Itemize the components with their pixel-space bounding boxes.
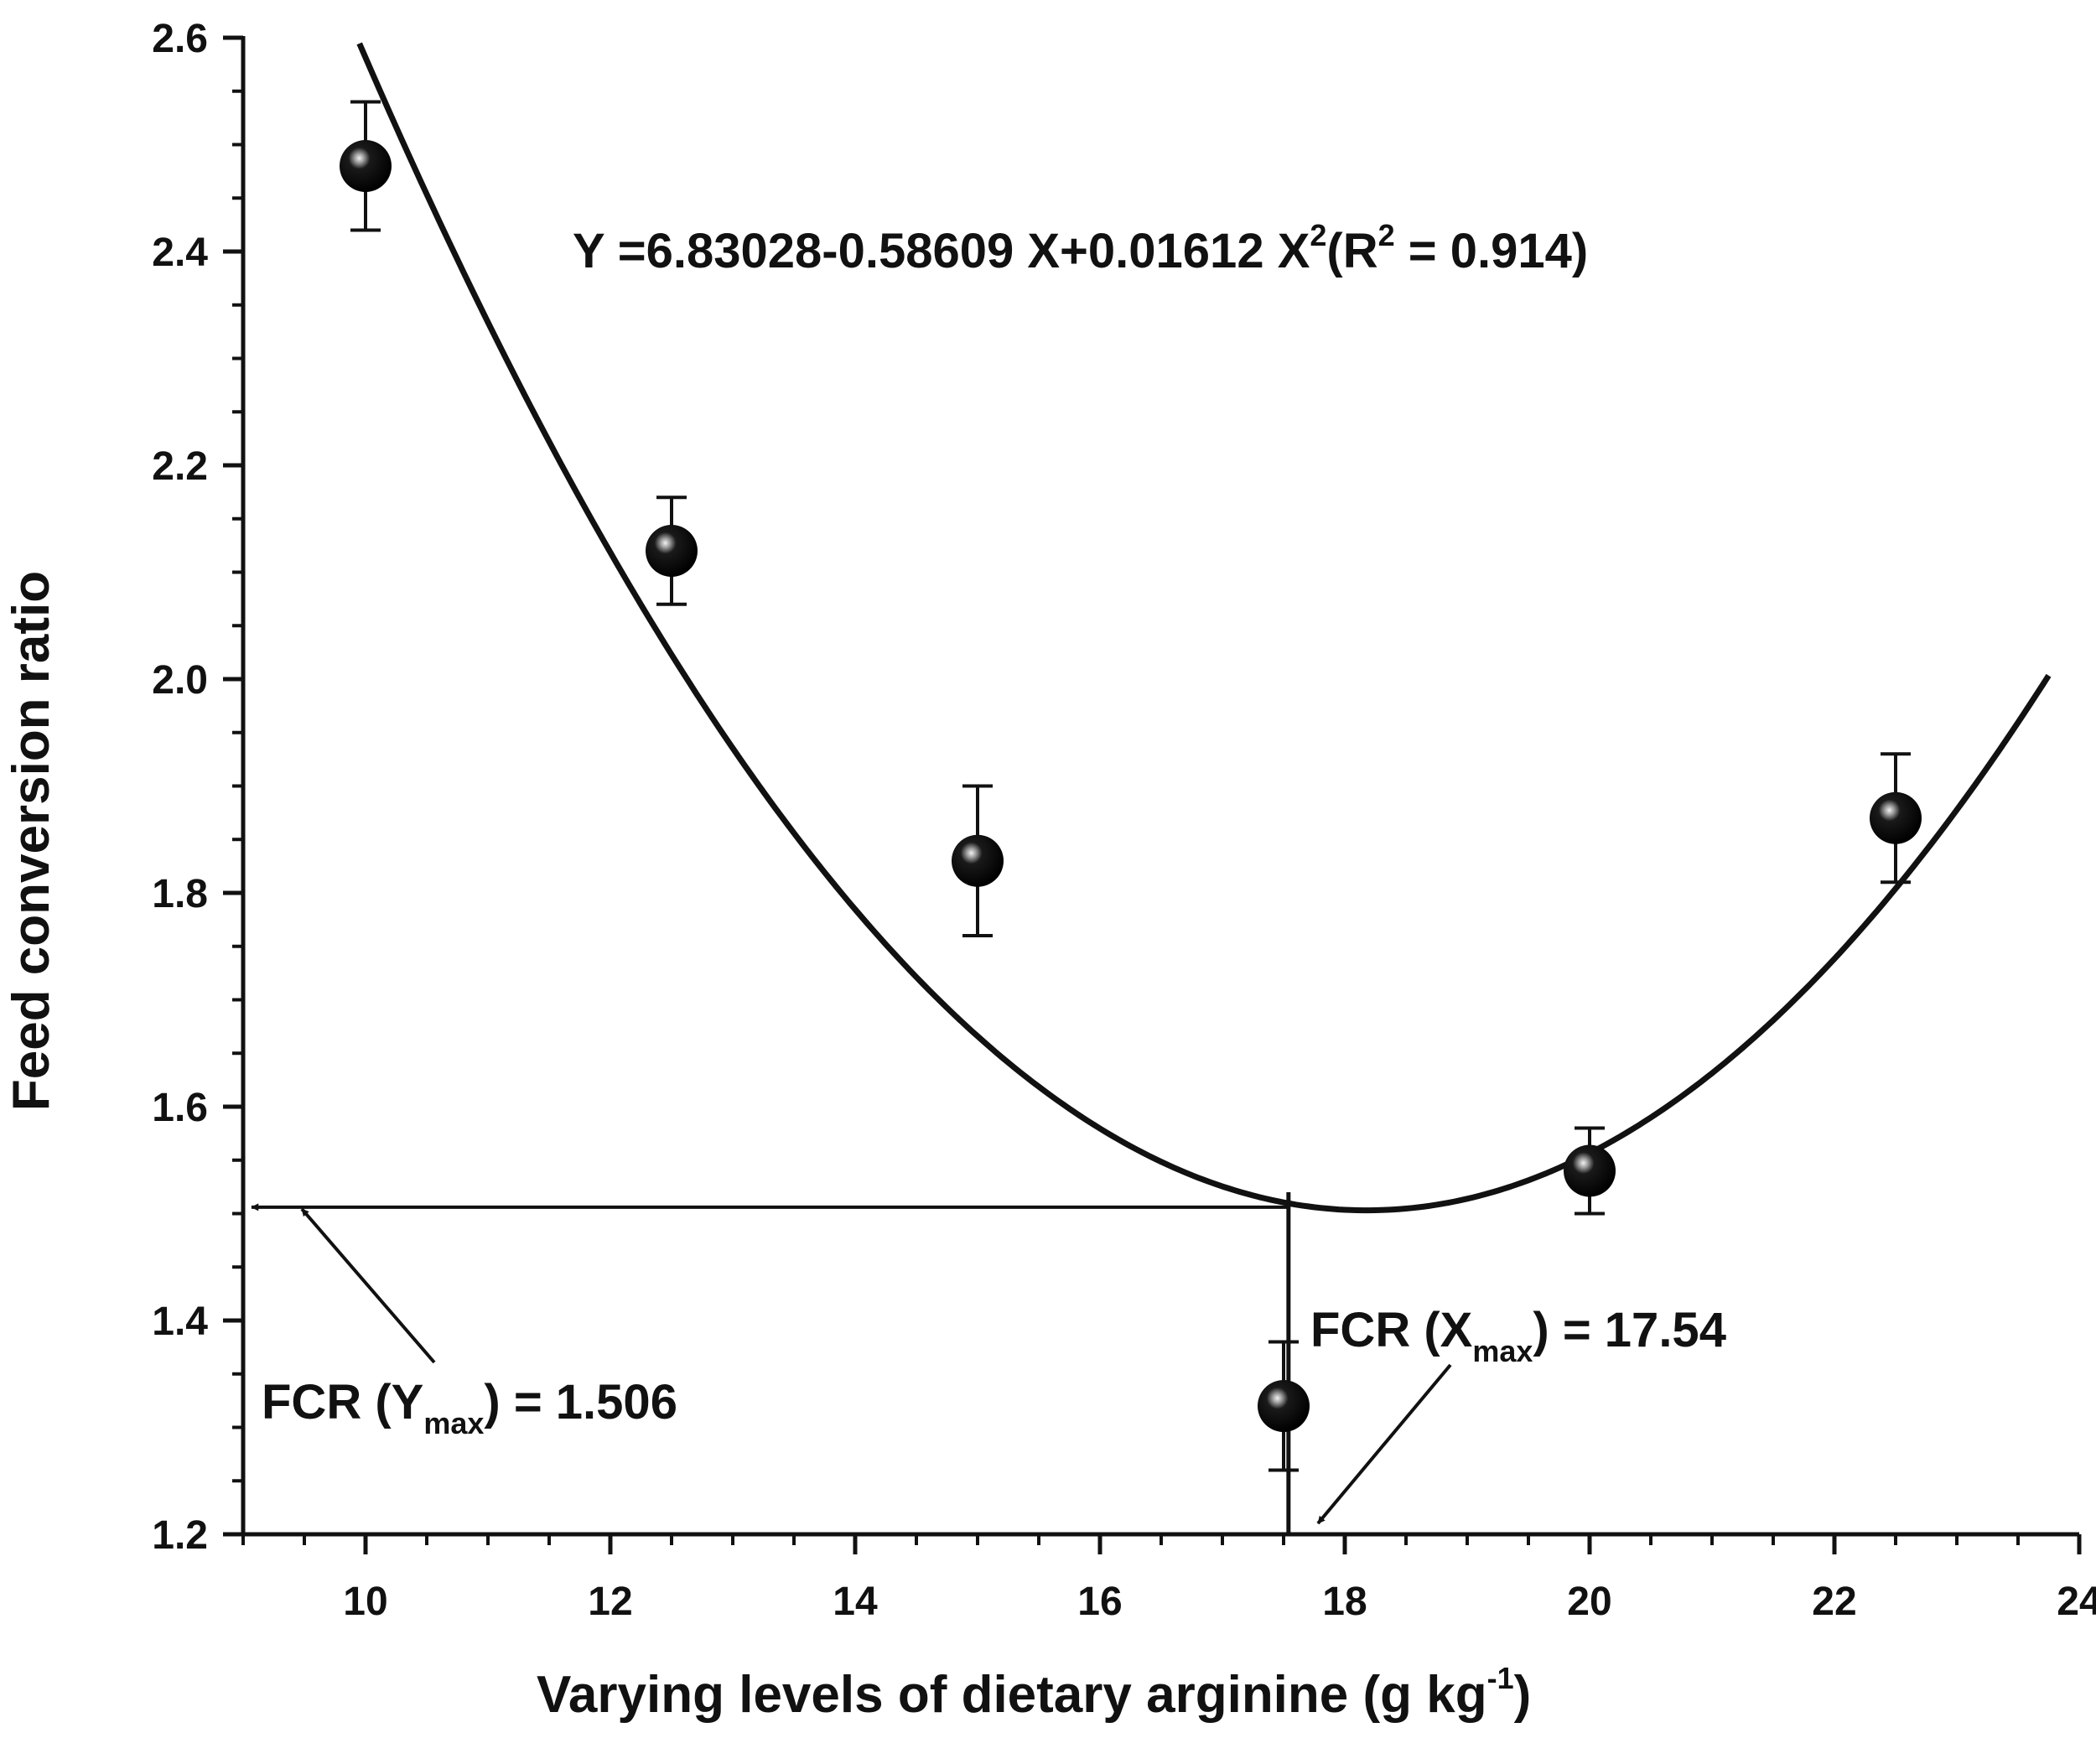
data-point xyxy=(1258,1380,1310,1432)
y-tick-label: 2.6 xyxy=(152,17,208,61)
fit-curve-layer xyxy=(356,42,2052,1214)
data-points-layer xyxy=(340,100,1922,1472)
y-axis-title: Feed conversion ratio xyxy=(3,571,60,1111)
y-tick-label: 1.6 xyxy=(152,1086,208,1130)
annotation-y-post: ) = 1.506 xyxy=(484,1375,677,1429)
fit-equation: Y =6.83028-0.58609 X+0.01612 X2(R2 = 0.9… xyxy=(573,218,1588,278)
x-tick-label: 16 xyxy=(1077,1580,1122,1624)
annotation-y-pre: FCR (Y xyxy=(262,1375,423,1429)
y-tick-label: 1.8 xyxy=(152,872,208,916)
y-tick-label: 2.2 xyxy=(152,444,208,489)
y-tick-label: 1.2 xyxy=(152,1513,208,1558)
optimum-guides xyxy=(251,1192,1452,1534)
annotation-x-pre: FCR (X xyxy=(1310,1303,1473,1357)
x-tick-label: 14 xyxy=(833,1580,878,1624)
x-tick-label: 24 xyxy=(2057,1580,2096,1624)
y-tick-label: 1.4 xyxy=(152,1300,208,1344)
x-tick-label: 20 xyxy=(1567,1580,1611,1624)
data-point xyxy=(646,525,698,577)
annotation-x-post: ) = 17.54 xyxy=(1533,1303,1726,1357)
y-annotation-arrow xyxy=(300,1207,436,1364)
annotation-y-sub: max xyxy=(423,1406,484,1440)
data-point xyxy=(1870,791,1922,844)
x-axis-title-main: Varying levels of dietary arginine (g kg xyxy=(537,1666,1487,1724)
y-tick-label: 2.4 xyxy=(152,231,208,275)
x-axis-title-sup: -1 xyxy=(1487,1661,1514,1695)
equation-part-3: = 0.914) xyxy=(1395,224,1589,278)
data-point xyxy=(1564,1144,1616,1197)
x-axis-title: Varying levels of dietary arginine (g kg… xyxy=(537,1661,1531,1724)
fit-curve xyxy=(356,42,2052,1214)
y-tick-label: 2.0 xyxy=(152,658,208,703)
equation-part-1: Y =6.83028-0.58609 X+0.01612 X xyxy=(573,224,1310,278)
x-tick-label: 12 xyxy=(588,1580,632,1624)
x-tick-label: 22 xyxy=(1812,1580,1856,1624)
x-axis-ticks: 10 12 14 16 18 20 22 24 xyxy=(241,1534,2096,1624)
equation-part-2: (R xyxy=(1326,224,1377,278)
x-axis-title-end: ) xyxy=(1514,1666,1532,1724)
x-annotation-arrow xyxy=(1316,1363,1452,1525)
annotation-x-optimum: FCR (Xmax) = 17.54 xyxy=(1310,1303,1726,1368)
y-axis-ticks: 1.2 1.4 1.6 1.8 2.0 2.2 2.4 2.6 xyxy=(152,17,243,1558)
annotation-y-optimum: FCR (Ymax) = 1.506 xyxy=(262,1375,677,1440)
x-tick-label: 10 xyxy=(343,1580,387,1624)
equation-sup-1: 2 xyxy=(1310,218,1326,252)
equation-sup-2: 2 xyxy=(1378,218,1395,252)
annotation-x-sub: max xyxy=(1472,1334,1533,1368)
data-point xyxy=(340,140,392,192)
data-point xyxy=(952,834,1004,887)
x-tick-label: 18 xyxy=(1322,1580,1367,1624)
